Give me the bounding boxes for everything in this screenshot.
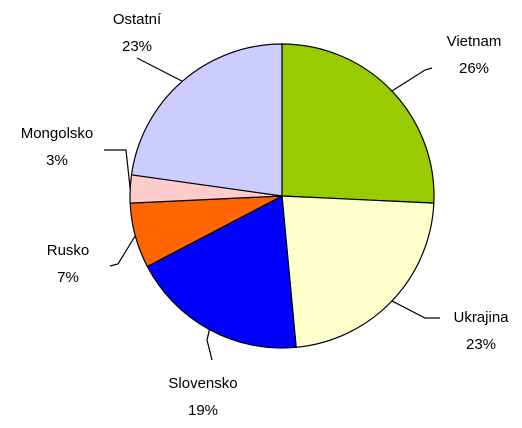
slice-label: Vietnam: [447, 33, 502, 50]
slice-label: Ostatní: [113, 11, 162, 28]
leader-line: [136, 57, 183, 82]
slice-label: Rusko: [47, 242, 90, 259]
leader-line: [391, 300, 440, 319]
pie-slice: [281, 43, 435, 204]
pie-slice: [130, 43, 283, 197]
leader-line: [391, 67, 433, 92]
slice-value-label: 7%: [57, 269, 79, 286]
slice-label: Mongolsko: [21, 125, 94, 142]
leader-line: [109, 235, 136, 267]
slice-value-label: 23%: [122, 38, 152, 55]
leader-line: [104, 149, 131, 189]
slice-label: Ukrajina: [453, 309, 509, 326]
slice-value-label: 26%: [459, 60, 489, 77]
pie-slice: [281, 195, 435, 348]
leader-line: [206, 329, 213, 361]
slice-label: Slovensko: [168, 375, 237, 392]
slice-value-label: 23%: [466, 336, 496, 353]
slice-value-label: 3%: [46, 152, 68, 169]
slice-value-label: 19%: [188, 402, 218, 419]
